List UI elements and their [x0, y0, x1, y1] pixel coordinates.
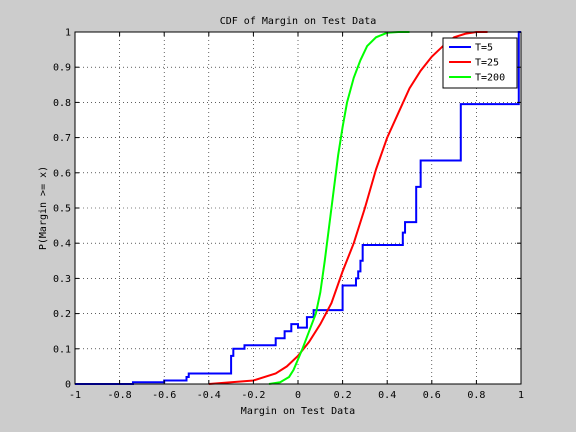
legend-label-t-25: T=25: [475, 58, 499, 69]
y-tick-label: 0.5: [53, 204, 71, 215]
x-tick-label: -0.2: [241, 390, 265, 401]
ticks: -1 -0.8 -0.6 -0.4 -0.2 0 0.2 0.4 0.6 0.8 1 0 0.1 0.2 0…: [53, 28, 524, 402]
y-tick-label: 0.3: [53, 274, 71, 285]
y-axis-label: P(Margin >= x): [38, 166, 49, 250]
y-tick-label: 0: [65, 380, 71, 391]
x-tick-label: 1: [518, 390, 524, 401]
series-line-t-5: [75, 31, 521, 385]
chart-title: CDF of Margin on Test Data: [220, 16, 377, 27]
grid: [75, 32, 521, 384]
y-tick-label: 0.6: [53, 168, 71, 179]
x-tick-label: -0.6: [152, 390, 176, 401]
x-axis-label: Margin on Test Data: [241, 406, 355, 417]
x-tick-label: 0.4: [378, 390, 396, 401]
y-tick-label: 0.1: [53, 344, 71, 355]
y-tick-label: 0.7: [53, 133, 71, 144]
y-tick-label: 0.2: [53, 309, 71, 320]
y-tick-label: 0.8: [53, 98, 71, 109]
y-tick-label: 1: [65, 28, 71, 39]
x-tick-label: -0.8: [108, 390, 132, 401]
y-tick-label: 0.9: [53, 63, 71, 74]
x-tick-label: 0: [295, 390, 301, 401]
x-tick-label: -0.4: [197, 390, 221, 401]
y-tick-label: 0.4: [53, 239, 71, 250]
x-tick-label: 0.2: [334, 390, 352, 401]
x-tick-label: 0.8: [467, 390, 485, 401]
series-line-t-200: [268, 31, 410, 385]
legend-label-t-200: T=200: [475, 73, 505, 84]
legend: T=5 T=25 T=200: [442, 37, 518, 89]
x-tick-label: -1: [69, 390, 81, 401]
legend-label-t-5: T=5: [475, 43, 493, 54]
x-tick-label: 0.6: [423, 390, 441, 401]
